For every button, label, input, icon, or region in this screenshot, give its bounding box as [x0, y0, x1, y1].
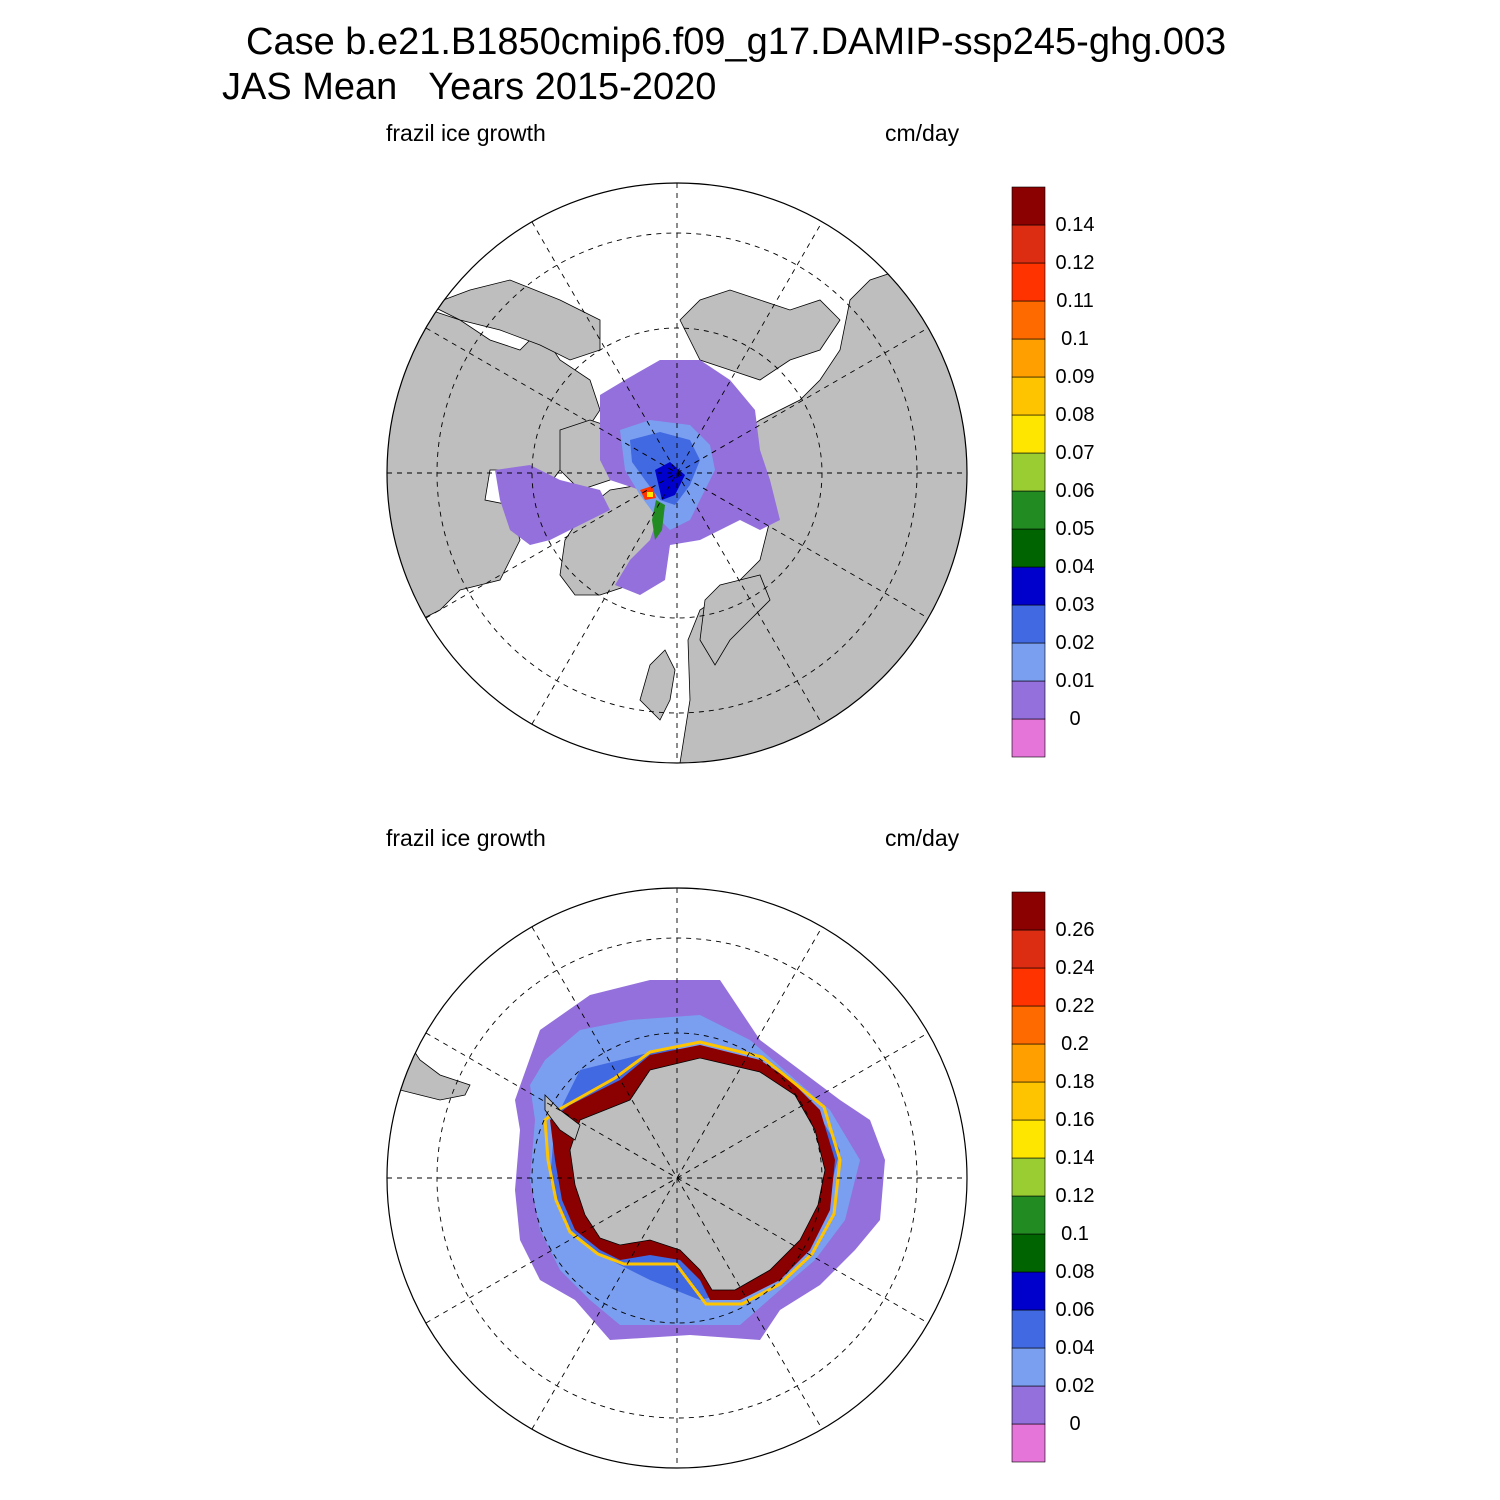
south-colorbar — [1011, 891, 1046, 1463]
colorbar-tick-label: 0 — [1069, 1413, 1081, 1435]
colorbar-swatch — [1011, 1233, 1046, 1273]
north-land-siberia-top — [679, 289, 841, 381]
colorbar-tick-label: 0.02 — [1055, 1375, 1095, 1397]
colorbar-tick-label: 0.22 — [1055, 995, 1095, 1017]
colorbar-tick-label: 0.12 — [1055, 1185, 1095, 1207]
colorbar-tick-label: 0.06 — [1055, 480, 1095, 502]
south-units-label: cm/day — [885, 825, 960, 851]
north-units-label: cm/day — [885, 120, 960, 146]
colorbar-swatch — [1011, 528, 1046, 568]
colorbar-tick-label: 0.04 — [1055, 556, 1095, 578]
colorbar-swatch — [1011, 1157, 1046, 1197]
colorbar-swatch — [1011, 262, 1046, 302]
colorbar-swatch — [1011, 1347, 1046, 1387]
colorbar-tick-label: 0.14 — [1055, 1147, 1095, 1169]
colorbar-swatch — [1011, 604, 1046, 644]
south-variable-label: frazil ice growth — [386, 825, 546, 851]
north-colorbar — [1011, 186, 1046, 758]
colorbar-swatch — [1011, 376, 1046, 416]
colorbar-tick-label: 0.02 — [1055, 632, 1095, 654]
colorbar-swatch — [1011, 186, 1046, 226]
colorbar-swatch — [1011, 452, 1046, 492]
colorbar-swatch — [1011, 1043, 1046, 1083]
south-land-south-america — [399, 1028, 471, 1101]
north-frazil-green-rim — [652, 500, 665, 540]
colorbar-swatch — [1011, 414, 1046, 454]
south-map-border — [386, 887, 968, 1469]
colorbar-swatch — [1011, 891, 1046, 931]
colorbar-swatch — [1011, 680, 1046, 720]
colorbar-swatch — [1011, 1271, 1046, 1311]
south-graticule — [387, 888, 967, 1468]
north-frazil-level-001-baffin — [495, 465, 610, 545]
colorbar-swatch — [1011, 642, 1046, 682]
colorbar-tick-label: 0.08 — [1055, 404, 1095, 426]
colorbar-tick-label: 0.26 — [1055, 919, 1095, 941]
colorbar-tick-label: 0.1 — [1061, 328, 1089, 350]
colorbar-tick-label: 0.16 — [1055, 1109, 1095, 1131]
colorbar-swatch — [1011, 1309, 1046, 1349]
colorbar-swatch — [1011, 1195, 1046, 1235]
colorbar-tick-label: 0.11 — [1056, 290, 1094, 312]
colorbar-swatch — [1011, 1005, 1046, 1045]
figure-title-case: Case b.e21.B1850cmip6.f09_g17.DAMIP-ssp2… — [246, 21, 1227, 63]
colorbar-tick-label: 0.08 — [1055, 1261, 1095, 1283]
colorbar-swatch — [1011, 1385, 1046, 1425]
colorbar-tick-label: 0 — [1069, 708, 1081, 730]
north-variable-label: frazil ice growth — [386, 120, 546, 146]
colorbar-tick-label: 0.09 — [1055, 366, 1095, 388]
south-frazil-level-yellow-band — [543, 1040, 842, 1306]
north-map-border — [386, 182, 968, 764]
colorbar-swatch — [1011, 1423, 1046, 1463]
colorbar-swatch — [1011, 1081, 1046, 1121]
colorbar-tick-label: 0.18 — [1055, 1071, 1095, 1093]
figure-title-period: JAS Mean Years 2015-2020 — [222, 66, 717, 108]
colorbar-tick-label: 0.07 — [1055, 442, 1095, 464]
colorbar-swatch — [1011, 566, 1046, 606]
north-frazil-hotspot-yellow — [647, 492, 653, 497]
colorbar-swatch — [1011, 1119, 1046, 1159]
colorbar-tick-label: 0.14 — [1055, 214, 1095, 236]
colorbar-tick-label: 0.12 — [1055, 252, 1095, 274]
colorbar-tick-label: 0.01 — [1055, 670, 1095, 692]
colorbar-tick-label: 0.04 — [1055, 1337, 1095, 1359]
north-land-scandinavia — [699, 574, 771, 666]
colorbar-tick-label: 0.1 — [1061, 1223, 1089, 1245]
colorbar-tick-label: 0.06 — [1055, 1299, 1095, 1321]
colorbar-swatch — [1011, 224, 1046, 264]
colorbar-tick-label: 0.03 — [1055, 594, 1095, 616]
colorbar-swatch — [1011, 967, 1046, 1007]
north-land-britain — [639, 649, 676, 721]
colorbar-swatch — [1011, 929, 1046, 969]
colorbar-swatch — [1011, 490, 1046, 530]
colorbar-swatch — [1011, 338, 1046, 378]
colorbar-swatch — [1011, 300, 1046, 340]
colorbar-tick-label: 0.05 — [1055, 518, 1095, 540]
colorbar-swatch — [1011, 718, 1046, 758]
colorbar-tick-label: 0.2 — [1061, 1033, 1089, 1055]
north-graticule — [387, 183, 967, 763]
colorbar-tick-label: 0.24 — [1055, 957, 1095, 979]
